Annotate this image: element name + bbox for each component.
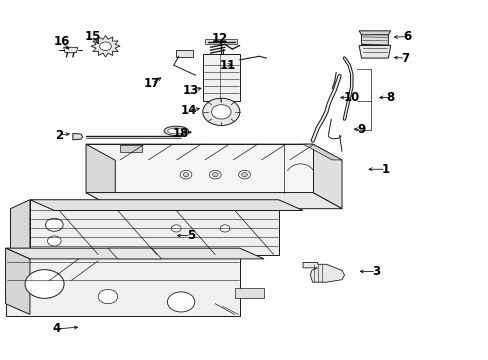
- Polygon shape: [120, 145, 142, 152]
- Polygon shape: [86, 193, 341, 209]
- Text: 1: 1: [381, 163, 389, 176]
- Circle shape: [25, 270, 64, 298]
- Circle shape: [209, 170, 221, 179]
- Polygon shape: [10, 200, 30, 255]
- Text: 6: 6: [403, 30, 411, 43]
- Text: 15: 15: [85, 30, 102, 43]
- Circle shape: [98, 289, 118, 304]
- Text: 10: 10: [343, 91, 359, 104]
- Text: 13: 13: [183, 84, 199, 97]
- Circle shape: [167, 292, 194, 312]
- Polygon shape: [5, 248, 239, 316]
- Circle shape: [238, 170, 250, 179]
- Polygon shape: [63, 47, 78, 53]
- Polygon shape: [30, 200, 303, 211]
- Polygon shape: [30, 200, 278, 255]
- Polygon shape: [234, 288, 264, 298]
- Text: 5: 5: [186, 229, 195, 242]
- Polygon shape: [5, 248, 264, 259]
- Text: 17: 17: [143, 77, 160, 90]
- Circle shape: [212, 172, 218, 177]
- Text: 4: 4: [53, 322, 61, 335]
- Circle shape: [183, 172, 188, 177]
- Polygon shape: [358, 45, 390, 58]
- Polygon shape: [73, 134, 82, 140]
- Polygon shape: [108, 248, 161, 259]
- Circle shape: [45, 219, 63, 231]
- Circle shape: [220, 225, 229, 232]
- Text: 18: 18: [173, 127, 189, 140]
- Text: 11: 11: [219, 59, 235, 72]
- Polygon shape: [358, 31, 390, 35]
- Text: 16: 16: [53, 35, 70, 49]
- Polygon shape: [176, 50, 193, 57]
- Circle shape: [211, 105, 231, 119]
- Polygon shape: [5, 248, 30, 315]
- Polygon shape: [312, 144, 341, 209]
- Polygon shape: [205, 40, 237, 44]
- Circle shape: [171, 225, 181, 232]
- Text: 9: 9: [357, 123, 365, 136]
- Polygon shape: [86, 144, 312, 193]
- Circle shape: [47, 236, 61, 246]
- Polygon shape: [91, 36, 120, 57]
- Polygon shape: [303, 262, 344, 282]
- Ellipse shape: [163, 126, 188, 135]
- Circle shape: [241, 172, 247, 177]
- Text: 3: 3: [371, 265, 380, 278]
- Ellipse shape: [167, 128, 184, 134]
- Polygon shape: [361, 34, 387, 45]
- FancyBboxPatch shape: [203, 54, 239, 101]
- Circle shape: [100, 42, 111, 50]
- Circle shape: [180, 170, 191, 179]
- Text: 14: 14: [180, 104, 196, 117]
- Polygon shape: [303, 144, 341, 160]
- Polygon shape: [86, 144, 115, 209]
- Text: 7: 7: [401, 51, 408, 64]
- Circle shape: [203, 98, 240, 126]
- Text: 2: 2: [55, 129, 63, 142]
- Text: 8: 8: [386, 91, 394, 104]
- Polygon shape: [86, 144, 341, 160]
- Text: 12: 12: [212, 32, 228, 45]
